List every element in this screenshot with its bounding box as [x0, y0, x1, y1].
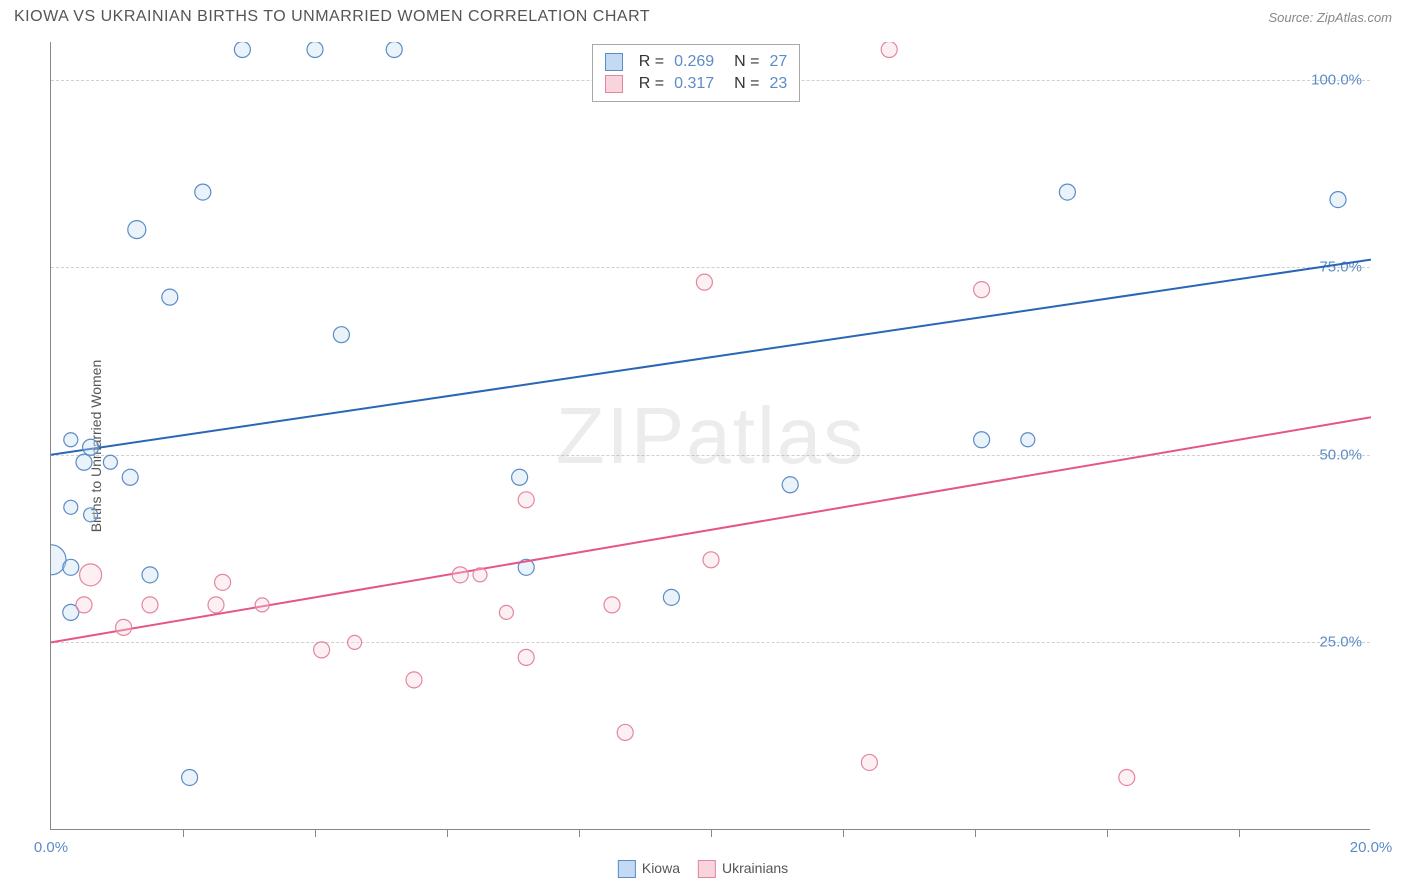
x-minor-tick [843, 829, 844, 837]
data-point-kiowa [1059, 184, 1075, 200]
legend-item-kiowa: Kiowa [618, 860, 680, 878]
data-point-ukrainians [518, 649, 534, 665]
data-point-kiowa [64, 433, 78, 447]
data-point-kiowa [195, 184, 211, 200]
data-point-ukrainians [208, 597, 224, 613]
data-point-kiowa [782, 477, 798, 493]
data-point-kiowa [663, 589, 679, 605]
legend-item-ukrainians: Ukrainians [698, 860, 788, 878]
data-point-kiowa [1021, 433, 1035, 447]
stat-n-label: N = [734, 75, 759, 93]
data-point-ukrainians [452, 567, 468, 583]
plot-svg [51, 42, 1371, 830]
data-point-ukrainians [473, 568, 487, 582]
data-point-kiowa [64, 500, 78, 514]
data-point-ukrainians [406, 672, 422, 688]
data-point-kiowa [162, 289, 178, 305]
stats-box: R = 0.269 N = 27 R = 0.317 N = 23 [592, 44, 801, 102]
x-tick-label: 0.0% [34, 839, 68, 856]
legend-swatch [605, 53, 623, 71]
x-minor-tick [975, 829, 976, 837]
data-point-ukrainians [696, 274, 712, 290]
stat-r-label: R = [639, 53, 664, 71]
source-label: Source: ZipAtlas.com [1268, 10, 1392, 25]
stat-r-value: 0.269 [674, 53, 714, 71]
data-point-kiowa [307, 42, 323, 58]
stat-r-label: R = [639, 75, 664, 93]
data-point-ukrainians [80, 564, 102, 586]
x-minor-tick [1107, 829, 1108, 837]
x-tick-label: 20.0% [1350, 839, 1393, 856]
data-point-ukrainians [617, 724, 633, 740]
chart-title: KIOWA VS UKRAINIAN BIRTHS TO UNMARRIED W… [14, 8, 650, 26]
legend-swatch [698, 860, 716, 878]
data-point-kiowa [333, 327, 349, 343]
data-point-ukrainians [348, 635, 362, 649]
stat-n-label: N = [734, 53, 759, 71]
data-point-ukrainians [974, 282, 990, 298]
trend-line-kiowa [51, 260, 1371, 455]
data-point-kiowa [234, 42, 250, 58]
stats-row-ukrainians: R = 0.317 N = 23 [605, 73, 788, 95]
data-point-ukrainians [861, 754, 877, 770]
x-minor-tick [579, 829, 580, 837]
bottom-legend: Kiowa Ukrainians [618, 860, 788, 878]
data-point-kiowa [76, 454, 92, 470]
data-point-ukrainians [76, 597, 92, 613]
data-point-ukrainians [604, 597, 620, 613]
data-point-ukrainians [1119, 769, 1135, 785]
data-point-ukrainians [255, 598, 269, 612]
data-point-ukrainians [215, 574, 231, 590]
data-point-kiowa [63, 559, 79, 575]
legend-label: Ukrainians [722, 860, 788, 876]
trend-line-ukrainians [51, 417, 1371, 642]
data-point-ukrainians [518, 492, 534, 508]
x-minor-tick [1239, 829, 1240, 837]
data-point-kiowa [142, 567, 158, 583]
stat-r-value: 0.317 [674, 75, 714, 93]
data-point-kiowa [1330, 192, 1346, 208]
legend-swatch [618, 860, 636, 878]
stat-n-value: 23 [770, 75, 788, 93]
data-point-ukrainians [116, 619, 132, 635]
x-minor-tick [447, 829, 448, 837]
data-point-kiowa [122, 469, 138, 485]
data-point-kiowa [103, 455, 117, 469]
data-point-kiowa [512, 469, 528, 485]
data-point-ukrainians [142, 597, 158, 613]
x-minor-tick [315, 829, 316, 837]
data-point-ukrainians [881, 42, 897, 58]
data-point-kiowa [128, 221, 146, 239]
x-minor-tick [711, 829, 712, 837]
data-point-ukrainians [703, 552, 719, 568]
x-minor-tick [183, 829, 184, 837]
stat-n-value: 27 [770, 53, 788, 71]
legend-swatch [605, 75, 623, 93]
data-point-kiowa [386, 42, 402, 58]
plot-area: 25.0%50.0%75.0%100.0%0.0%20.0%ZIPatlasR … [50, 42, 1370, 830]
data-point-kiowa [84, 508, 98, 522]
legend-label: Kiowa [642, 860, 680, 876]
data-point-ukrainians [499, 605, 513, 619]
data-point-kiowa [182, 769, 198, 785]
data-point-ukrainians [314, 642, 330, 658]
data-point-kiowa [974, 432, 990, 448]
data-point-kiowa [83, 439, 99, 455]
stats-row-kiowa: R = 0.269 N = 27 [605, 51, 788, 73]
